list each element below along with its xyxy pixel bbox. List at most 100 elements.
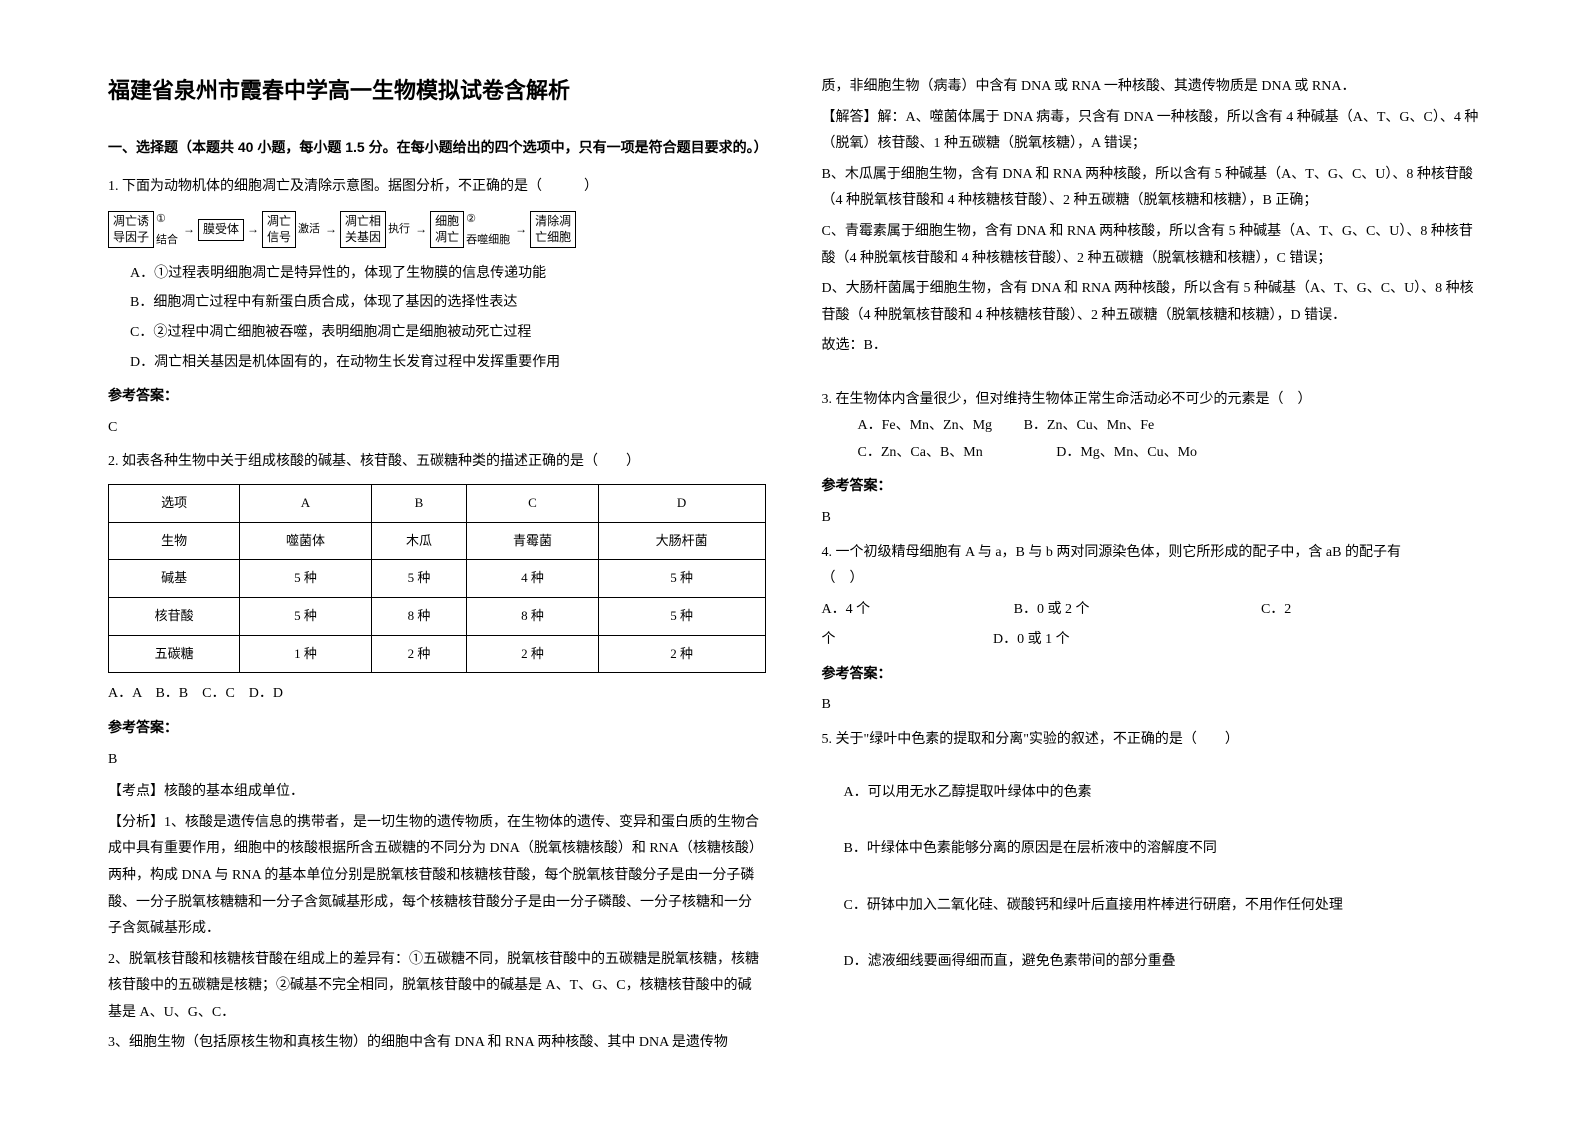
td: 2 种: [598, 635, 765, 673]
fb5b: 凋亡: [435, 230, 459, 244]
q4-answer: B: [822, 692, 1480, 719]
q2-table: 选项 A B C D 生物 噬菌体 木瓜 青霉菌 大肠杆菌 碱基 5 种 5 种…: [108, 484, 766, 673]
q2-analysis-2: 2、脱氧核苷酸和核糖核苷酸在组成上的差异有：①五碳糖不同，脱氧核苷酸中的五碳糖是…: [108, 947, 766, 1027]
q2-cont-6: 故选：B．: [822, 333, 1480, 360]
q4-answer-label: 参考答案：: [822, 660, 1480, 687]
th-2: B: [371, 484, 467, 522]
q4-opts-row2: 个 D．0 或 1 个: [822, 627, 1480, 654]
td: 8 种: [371, 597, 467, 635]
td: 5 种: [240, 597, 371, 635]
fb3b: 信号: [267, 230, 291, 244]
q5-stem: 5. 关于"绿叶中色素的提取和分离"实验的叙述，不正确的是（ ）: [822, 727, 1480, 754]
td: 8 种: [467, 597, 598, 635]
flow-box-1: 凋亡诱 导因子: [108, 211, 154, 248]
th-0: 选项: [109, 484, 240, 522]
td: 噬菌体: [240, 522, 371, 560]
arrow-2: →: [247, 218, 259, 241]
q3-opts-row1: A．Fe、Mn、Zn、Mg B．Zn、Cu、Mn、Fe: [822, 413, 1480, 440]
q2-cont-2: 【解答】解：A、噬菌体属于 DNA 病毒，只含有 DNA 一种核酸，所以含有 4…: [822, 105, 1480, 158]
q1-opt-b: B．细胞凋亡过程中有新蛋白质合成，体现了基因的选择性表达: [108, 290, 766, 317]
table-row: 选项 A B C D: [109, 484, 766, 522]
q2-stem: 2. 如表各种生物中关于组成核酸的碱基、核苷酸、五碳糖种类的描述正确的是（ ）: [108, 449, 766, 476]
fb5a: 细胞: [435, 214, 459, 228]
q2-cont-3: B、木瓜属于细胞生物，含有 DNA 和 RNA 两种核酸，所以含有 5 种碱基（…: [822, 162, 1480, 215]
td: 5 种: [240, 560, 371, 598]
table-row: 核苷酸 5 种 8 种 8 种 5 种: [109, 597, 766, 635]
th-1: A: [240, 484, 371, 522]
td: 2 种: [371, 635, 467, 673]
question-4: 4. 一个初级精母细胞有 A 与 a，B 与 b 两对同源染色体，则它所形成的配…: [822, 540, 1480, 720]
table-row: 碱基 5 种 5 种 4 种 5 种: [109, 560, 766, 598]
fl4b: 吞噬细胞: [466, 234, 510, 246]
q5-opt-c: C．研钵中加入二氧化硅、碳酸钙和绿叶后直接用杵棒进行研磨，不用作任何处理: [822, 893, 1480, 920]
q4-opt-c: C．2: [1261, 602, 1291, 617]
q2-choices: A．A B．B C．C D．D: [108, 681, 766, 708]
fl1b: 结合: [156, 234, 178, 246]
q4-opt-a: A．4 个: [822, 602, 871, 617]
fb3a: 凋亡: [267, 214, 291, 228]
td: 核苷酸: [109, 597, 240, 635]
td: 碱基: [109, 560, 240, 598]
question-3: 3. 在生物体内含量很少，但对维持生物体正常生命活动必不可少的元素是（ ） A．…: [822, 387, 1480, 532]
fb6b: 亡细胞: [535, 230, 571, 244]
q1-answer: C: [108, 415, 766, 442]
q4-stem: 4. 一个初级精母细胞有 A 与 a，B 与 b 两对同源染色体，则它所形成的配…: [822, 540, 1480, 593]
arrow-4: →: [415, 218, 427, 241]
flow-label-1: ① 结合: [156, 209, 178, 251]
flow-box-6: 清除凋 亡细胞: [530, 211, 576, 248]
q1-opt-c: C．②过程中凋亡细胞被吞噬，表明细胞凋亡是细胞被动死亡过程: [108, 320, 766, 347]
td: 4 种: [467, 560, 598, 598]
section-header: 一、选择题（本题共 40 小题，每小题 1.5 分。在每小题给出的四个选项中，只…: [108, 134, 766, 161]
q1-answer-label: 参考答案：: [108, 382, 766, 409]
q2-cont-5: D、大肠杆菌属于细胞生物，含有 DNA 和 RNA 两种核酸，所以含有 5 种碱…: [822, 276, 1480, 329]
flow-label-4: ② 吞噬细胞: [466, 209, 510, 251]
fb1a: 凋亡诱: [113, 214, 149, 228]
fb6a: 清除凋: [535, 214, 571, 228]
flow-box-4: 凋亡相 关基因: [340, 211, 386, 248]
flow-box-3: 凋亡 信号: [262, 211, 296, 248]
q2-answer: B: [108, 747, 766, 774]
arrow-3: →: [325, 218, 337, 241]
th-4: D: [598, 484, 765, 522]
page-title: 福建省泉州市霞春中学高一生物模拟试卷含解析: [108, 70, 766, 112]
q3-stem: 3. 在生物体内含量很少，但对维持生物体正常生命活动必不可少的元素是（ ）: [822, 387, 1480, 414]
question-1: 1. 下面为动物机体的细胞凋亡及清除示意图。据图分析，不正确的是（ ） 凋亡诱 …: [108, 174, 766, 441]
flow-box-5: 细胞 凋亡: [430, 211, 464, 248]
td: 5 种: [598, 597, 765, 635]
td: 5 种: [371, 560, 467, 598]
fb4b: 关基因: [345, 230, 381, 244]
q4-opt-b: B．0 或 2 个: [1014, 602, 1090, 617]
question-2: 2. 如表各种生物中关于组成核酸的碱基、核苷酸、五碳糖种类的描述正确的是（ ） …: [108, 449, 766, 1057]
q1-opt-a: A．①过程表明细胞凋亡是特异性的，体现了生物膜的信息传递功能: [108, 261, 766, 288]
td: 生物: [109, 522, 240, 560]
fl1a: ①: [156, 213, 166, 225]
q4-opt-cline: 个: [822, 632, 836, 647]
q3-opt-b: B．Zn、Cu、Mn、Fe: [1024, 418, 1155, 433]
question-5: 5. 关于"绿叶中色素的提取和分离"实验的叙述，不正确的是（ ） A．可以用无水…: [822, 727, 1480, 975]
q2-analysis-1: 【分析】1、核酸是遗传信息的携带者，是一切生物的遗传物质，在生物体的遗传、变异和…: [108, 810, 766, 943]
q3-opts-row2: C．Zn、Ca、B、Mn D．Mg、Mn、Cu、Mo: [822, 440, 1480, 467]
fb4a: 凋亡相: [345, 214, 381, 228]
q2-analysis-3: 3、细胞生物（包括原核生物和真核生物）的细胞中含有 DNA 和 RNA 两种核酸…: [108, 1030, 766, 1057]
flow-label-2: 激活: [298, 219, 320, 240]
q3-answer-label: 参考答案：: [822, 472, 1480, 499]
q1-opt-d: D．凋亡相关基因是机体固有的，在动物生长发育过程中发挥重要作用: [108, 350, 766, 377]
q1-flow-diagram: 凋亡诱 导因子 ① 结合 → 膜受体 → 凋亡 信号 激活 → 凋亡相 关基因 …: [108, 209, 766, 251]
q4-opt-d: D．0 或 1 个: [993, 632, 1070, 647]
fl4a: ②: [466, 213, 476, 225]
q3-answer: B: [822, 505, 1480, 532]
fb1b: 导因子: [113, 230, 149, 244]
q5-opt-b: B．叶绿体中色素能够分离的原因是在层析液中的溶解度不同: [822, 836, 1480, 863]
td: 1 种: [240, 635, 371, 673]
q3-opt-c: C．Zn、Ca、B、Mn: [858, 445, 983, 460]
flow-label-3: 执行: [388, 219, 410, 240]
td: 五碳糖: [109, 635, 240, 673]
q5-opt-a: A．可以用无水乙醇提取叶绿体中的色素: [822, 780, 1480, 807]
q2-cont-4: C、青霉素属于细胞生物，含有 DNA 和 RNA 两种核酸，所以含有 5 种碱基…: [822, 219, 1480, 272]
q3-opt-a: A．Fe、Mn、Zn、Mg: [858, 418, 993, 433]
th-3: C: [467, 484, 598, 522]
q2-answer-label: 参考答案：: [108, 714, 766, 741]
td: 2 种: [467, 635, 598, 673]
table-row: 五碳糖 1 种 2 种 2 种 2 种: [109, 635, 766, 673]
td: 木瓜: [371, 522, 467, 560]
